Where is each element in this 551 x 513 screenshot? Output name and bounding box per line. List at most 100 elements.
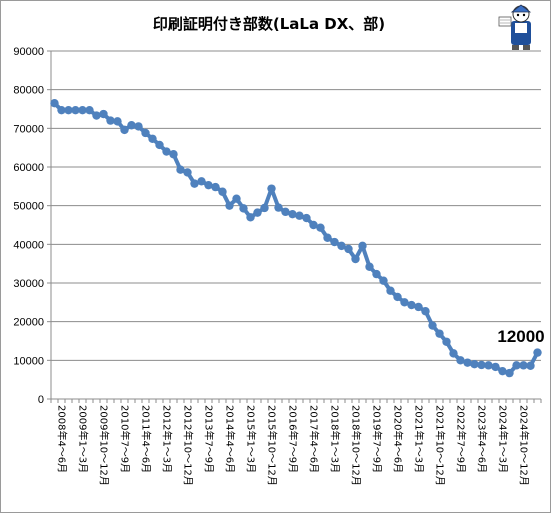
data-point: [456, 356, 465, 365]
data-point: [148, 134, 157, 143]
data-point: [316, 223, 325, 232]
x-tick-label: 2012年10～12月: [182, 405, 195, 486]
data-point: [169, 150, 178, 159]
data-point: [309, 220, 318, 230]
y-tick-label: 50000: [13, 201, 44, 213]
y-tick-label: 20000: [13, 317, 44, 329]
data-point: [442, 337, 451, 346]
data-point: [288, 209, 297, 219]
x-tick-label: 2021年10～12月: [434, 405, 447, 486]
x-tick-labels: 2008年4～6月 2009年1～3月 2009年10～12月 2010年7～9月 20…: [56, 405, 531, 486]
x-tick-label: 2011年4～6月: [140, 405, 153, 473]
data-point: [323, 233, 332, 242]
data-point: [113, 117, 122, 126]
data-point: [190, 179, 199, 188]
x-tick-label: 2014年4～6月: [224, 405, 237, 473]
data-point: [435, 329, 444, 338]
gridlines: [47, 50, 542, 403]
x-tick-label: 2016年7～9月: [287, 405, 300, 473]
y-tick-label: 90000: [13, 46, 44, 58]
y-tick-label: 30000: [13, 278, 44, 290]
data-point: [463, 358, 472, 367]
data-point: [533, 348, 542, 357]
data-point: [176, 165, 185, 174]
data-point: [134, 122, 143, 131]
data-point: [372, 269, 381, 279]
data-point: [337, 241, 346, 251]
data-point: [526, 361, 535, 370]
data-point: [330, 237, 339, 247]
data-point: [50, 99, 59, 108]
data-point: [519, 361, 528, 370]
data-point: [414, 302, 423, 312]
data-point: [162, 147, 171, 156]
x-tick-label: 2023年4～6月: [476, 405, 489, 473]
x-tick-label: 2009年10～12月: [98, 405, 111, 486]
data-point: [421, 307, 430, 316]
data-point: [78, 105, 87, 115]
data-point: [512, 361, 521, 370]
x-tick-label: 2009年1～3月: [77, 405, 90, 473]
data-point: [85, 105, 94, 115]
series-line: [52, 101, 540, 376]
data-point: [400, 298, 409, 307]
y-tick-label: 60000: [13, 162, 44, 174]
y-tick-label: 40000: [13, 239, 44, 251]
data-point: [498, 366, 507, 376]
data-point: [218, 187, 227, 196]
data-point: [267, 184, 276, 193]
x-tick-label: 2024年10～12月: [518, 405, 531, 486]
series: [50, 99, 542, 378]
data-point: [71, 105, 80, 115]
x-tick-label: 2018年10～12月: [350, 405, 363, 486]
data-point: [491, 362, 500, 372]
x-tick-label: 2017年4～6月: [308, 405, 321, 473]
data-point: [484, 361, 493, 370]
data-point: [449, 349, 458, 358]
data-point: [379, 276, 388, 285]
x-tick-label: 2013年7～9月: [203, 405, 216, 473]
data-point: [302, 213, 311, 223]
x-tick-label: 2010年7～9月: [119, 405, 132, 473]
data-point: [477, 360, 486, 370]
data-point: [99, 109, 108, 119]
data-point: [470, 360, 479, 369]
data-point: [260, 203, 269, 213]
y-tick-label: 80000: [13, 85, 44, 97]
x-tick-label: 2012年1～3月: [161, 405, 174, 473]
x-tick-label: 2022年7～9月: [455, 405, 468, 473]
data-point: [155, 140, 164, 150]
data-point: [428, 321, 437, 330]
x-tick-label: 2019年7～9月: [371, 405, 384, 473]
data-point: [393, 292, 402, 302]
data-point: [197, 177, 206, 186]
data-point: [232, 194, 241, 203]
data-point: [120, 125, 129, 135]
y-tick-labels: 0 10000 20000 30000 40000 50000 60000 70000 8000…: [13, 46, 44, 406]
data-point: [386, 286, 395, 295]
data-point: [141, 128, 150, 138]
data-point: [239, 204, 248, 213]
data-point: [57, 105, 66, 115]
data-point: [365, 262, 374, 271]
data-point: [253, 208, 262, 217]
x-tick-label: 2015年1～3月: [245, 405, 258, 473]
data-point: [127, 121, 136, 130]
annotation-last-value: 12000: [497, 327, 544, 346]
x-tick-label: 2018年1～3月: [329, 405, 342, 473]
data-point: [204, 180, 213, 190]
y-tick-label: 0: [38, 394, 44, 406]
data-point: [183, 168, 192, 177]
data-point: [295, 211, 304, 220]
x-tick-label: 2015年10～12月: [266, 405, 279, 486]
data-point: [211, 182, 220, 192]
data-point: [225, 201, 234, 210]
data-point: [246, 213, 255, 222]
y-tick-label: 70000: [13, 123, 44, 135]
y-tick-label: 10000: [13, 355, 44, 367]
chart-title: 印刷証明付き部数(LaLa DX、部): [153, 15, 385, 33]
x-tick-label: 2021年1～3月: [413, 405, 426, 473]
data-point: [407, 300, 416, 310]
